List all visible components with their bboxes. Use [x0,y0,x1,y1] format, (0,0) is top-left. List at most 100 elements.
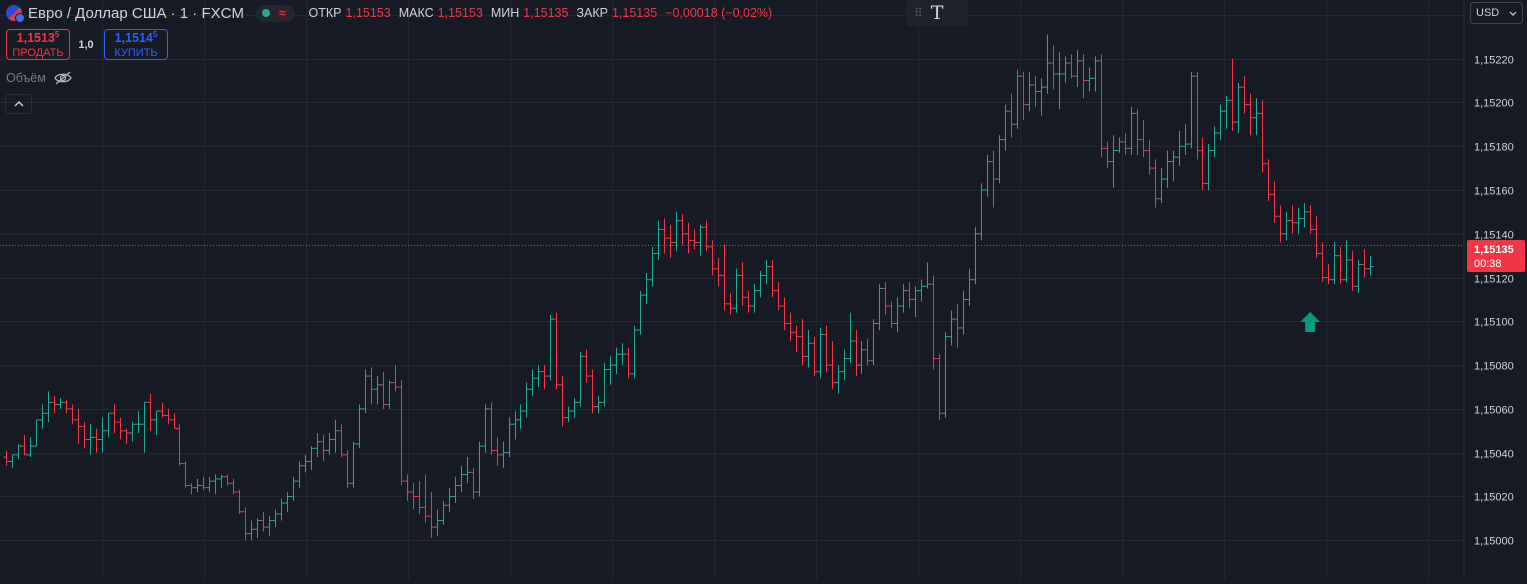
ohlc-bar [3,450,10,466]
ohlc-bar [344,450,351,488]
volume-label: Объём [6,71,46,85]
ohlc-bar [75,408,82,444]
ohlc-bar [607,356,614,385]
market-status[interactable]: ≈ [255,4,295,22]
chevron-down-icon [1509,11,1517,16]
ohlc-bar [278,498,285,521]
currency-select[interactable]: USD [1470,2,1523,24]
ohlc-bar [1343,240,1350,282]
ohlc-bar [1355,260,1362,293]
price-tick-label: 1,15200 [1474,98,1514,110]
ohlc-bar [123,428,130,444]
ohlc-bar [571,397,578,418]
ohlc-bar [1319,242,1326,282]
ohlc-bar [284,492,291,512]
ohlc-bar [290,476,297,501]
ohlc-bar [1044,34,1051,94]
last-price-tag: 1,15135 00:38 [1467,240,1525,272]
signal-layer [1300,312,1321,332]
buy-button[interactable]: 1,15145 КУПИТЬ [104,29,168,60]
ohlc-bar [182,461,189,488]
ohlc-bar [99,417,106,453]
ohlc-bar [1235,82,1242,134]
ohlc-bar [637,290,644,335]
ohlc-bar [1349,251,1356,291]
ohlc-bar [918,279,925,302]
ohlc-bar [404,474,411,501]
eur-usd-flag-icon[interactable] [6,5,25,23]
ohlc-bar [15,443,22,460]
ohlc-bar [535,365,542,387]
ohlc-bar [960,290,967,335]
eye-off-icon[interactable] [54,71,72,85]
ohlc-bar [547,314,554,381]
ohlc-bar [691,229,698,250]
ohlc-bar [165,408,172,425]
ohlc-bar [1361,249,1368,278]
ohlc-bar [601,362,608,407]
market-open-dot-icon [261,9,270,17]
ohlc-bar [990,150,997,208]
ohlc-bar [697,225,704,256]
ohlc-bar [1050,45,1057,90]
ohlc-bar [1199,137,1206,190]
ohlc-bar [434,509,441,536]
symbol-title[interactable]: Евро / Доллар США · 1 · FXCM [28,4,244,22]
ohlc-bar [613,347,620,374]
ohlc-bar [176,424,183,466]
ohlc-bar [870,319,877,366]
ohlc-bar [320,435,327,462]
ohlc-bar [458,465,465,493]
sell-button[interactable]: 1,15135 ПРОДАТЬ [6,29,70,60]
floating-drawing-toolbar: ⠿ T [906,0,968,26]
ohlc-bar [81,422,88,449]
ohlc-bar [817,327,824,379]
ohlc-bar [1223,95,1230,129]
price-tick-label: 1,15220 [1474,55,1514,67]
ohlc-bar [218,474,225,488]
ohlc-bar [1056,52,1063,110]
ohlc-bar [51,395,58,414]
ohlc-bar [362,369,369,414]
open-value: 1,15153 [345,6,391,20]
ohlc-bar [1182,124,1189,155]
ohlc-bar [93,428,100,453]
close-value: 1,15135 [611,6,658,20]
ohlc-bar [242,507,249,541]
ohlc-bar [984,154,991,197]
low-label: МИН [490,6,520,20]
ohlc-bar [912,286,919,317]
ohlc-bar [1367,255,1374,276]
collapse-legend-button[interactable] [5,94,32,114]
ohlc-bar [523,382,530,418]
ohlc-bar [745,290,752,313]
volume-indicator[interactable]: Объём [6,71,72,85]
ohlc-bar [141,401,148,453]
ohlc-bar [864,338,871,366]
ohlc-bar [1140,119,1147,158]
ohlc-bar [643,273,650,304]
ohlc-bar [787,312,794,342]
ohlc-bar [248,520,255,541]
ohlc-bar [996,135,1003,184]
ohlc-bar [1128,106,1135,155]
price-axis[interactable]: 1,152401,152201,152001,151801,151601,151… [1463,0,1527,584]
ohlc-bar [1038,78,1045,116]
ohlc-bar [948,310,955,346]
delayed-data-icon: ≈ [275,6,289,20]
text-tool-icon[interactable]: T [930,2,944,24]
ohlc-bar [440,500,447,525]
drag-handle-icon[interactable]: ⠿ [914,6,923,20]
ohlc-bar [793,325,800,352]
ohlc-bar [171,413,178,430]
ohlc-bar [1122,133,1129,155]
ohlc-bar [111,404,118,433]
ohlc-bar [751,284,758,313]
last-price-label: 1,15135 [1474,244,1514,256]
sell-price: 1,15135 [16,30,60,46]
ohlc-bar [1241,76,1248,114]
chevron-up-icon [14,101,23,107]
ohlc-bar [655,220,662,261]
